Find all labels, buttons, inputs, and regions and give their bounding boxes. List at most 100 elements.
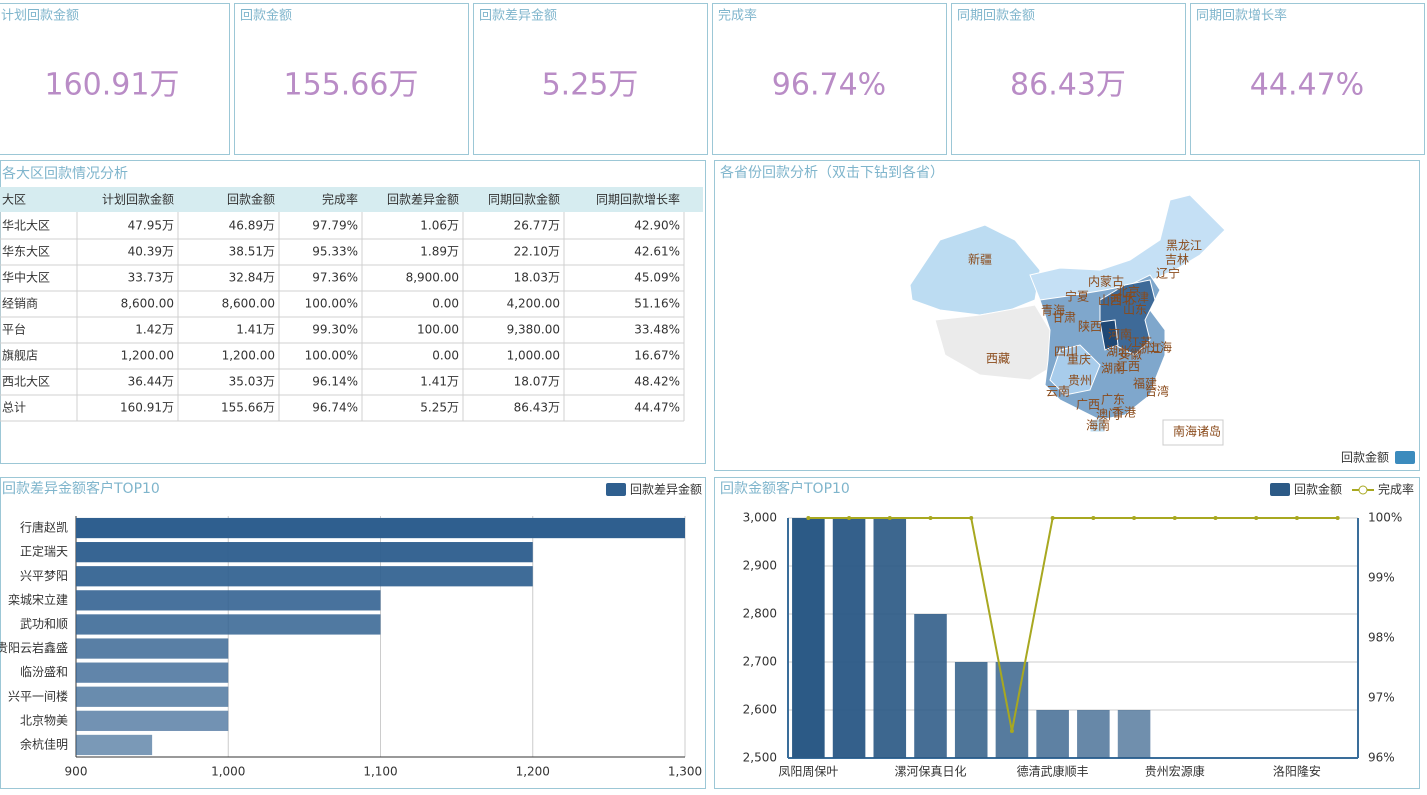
bar (76, 686, 229, 707)
kpi-title: 回款金额 (240, 8, 292, 24)
bar (76, 710, 229, 731)
table-header: 同期回款增长率 (596, 192, 680, 207)
bar (76, 734, 153, 756)
table-header: 计划回款金额 (102, 192, 174, 207)
table-cell: 33.73万 (128, 271, 174, 285)
province-label: 香港 (1112, 406, 1136, 420)
table-cell: 0.00 (432, 349, 459, 363)
line (808, 517, 1338, 732)
table-cell: 8,600.00 (121, 297, 174, 311)
table-cell: 99.30% (312, 323, 358, 337)
table-header-bg (0, 187, 703, 212)
province-label: 辽宁 (1156, 266, 1180, 281)
y2-tick-label: 99% (1368, 571, 1395, 585)
province-label: 澳门 (1096, 407, 1120, 422)
province-label: 山西 (1098, 294, 1122, 308)
table-cell: 1.41万 (236, 323, 275, 337)
table-cell: 经销商 (2, 296, 38, 311)
point (847, 516, 852, 520)
y2-tick-label: 98% (1368, 631, 1395, 645)
x-tick-label: 德清武康顺丰 (1017, 764, 1089, 779)
table-cell: 42.61% (634, 245, 680, 259)
province-label: 山东 (1123, 303, 1147, 317)
table-cell: 97.79% (312, 219, 358, 233)
china-map (909, 194, 1226, 446)
content: 计划回款金额160.91万回款金额155.66万回款差异金额5.25万完成率96… (0, 3, 1425, 779)
table-cell: 155.66万 (221, 401, 275, 415)
point (806, 516, 811, 520)
province-label: 湖南 (1101, 361, 1125, 376)
map-region (909, 224, 1041, 316)
province-label: 北京 (1116, 285, 1140, 299)
map-legend-label: 回款金额 (1341, 450, 1389, 465)
y2-tick-label: 97% (1368, 691, 1395, 705)
x-tick-label: 1,200 (516, 765, 550, 779)
table-cell: 36.44万 (128, 375, 174, 389)
legend-label: 回款差异金额 (630, 482, 702, 497)
province-label: 江苏 (1128, 336, 1152, 350)
kpi-card (473, 3, 708, 155)
y-tick-label: 兴平梦阳 (20, 569, 68, 583)
point (1213, 516, 1218, 520)
bar (76, 517, 685, 539)
legend-swatch (606, 483, 626, 496)
table-cell: 33.48% (634, 323, 680, 337)
kpi-title: 计划回款金额 (1, 8, 79, 24)
point (969, 516, 974, 520)
bar (76, 566, 533, 587)
table-cell: 100.00 (417, 323, 459, 337)
bar (1117, 710, 1151, 758)
y-tick-label: 2,700 (743, 655, 777, 669)
kpi-title: 回款差异金额 (479, 8, 557, 24)
y-tick-label: 2,600 (743, 703, 777, 717)
x-tick-label: 1,100 (363, 765, 397, 779)
table-cell: 26.77万 (514, 219, 560, 233)
point (1254, 516, 1259, 520)
table-cell: 35.03万 (229, 375, 275, 389)
table-cell: 100.00% (305, 349, 358, 363)
y-tick-label: 2,500 (743, 751, 777, 765)
legend-marker (1358, 485, 1368, 495)
map-legend-swatch (1395, 451, 1415, 464)
table-cell: 华东大区 (2, 245, 50, 259)
legend-label: 回款金额 (1294, 482, 1342, 497)
point (1091, 516, 1096, 520)
bar (76, 590, 381, 611)
province-label: 吉林 (1165, 253, 1189, 267)
table-cell: 华北大区 (2, 219, 50, 233)
table-cell: 1.41万 (420, 375, 459, 389)
table-header: 回款差异金额 (387, 192, 459, 207)
bar (873, 518, 907, 758)
point (1132, 516, 1137, 520)
table-cell: 96.14% (312, 375, 358, 389)
map-region (1049, 344, 1101, 396)
x-tick-label: 1,000 (211, 765, 245, 779)
table-cell: 160.91万 (120, 401, 174, 415)
province-label: 江西 (1116, 360, 1140, 374)
province-label: 河北 (1110, 293, 1134, 307)
bar (76, 614, 381, 635)
table-cell: 华中大区 (2, 270, 50, 285)
y2-tick-label: 100% (1368, 511, 1402, 525)
table-cell: 5.25万 (420, 401, 459, 415)
province-label: 宁夏 (1065, 289, 1089, 304)
kpi-value: 44.47% (1250, 68, 1364, 103)
province-label: 重庆 (1067, 353, 1091, 367)
province-label: 海南 (1086, 418, 1110, 433)
province-label: 台湾 (1145, 384, 1169, 399)
chart-title: 回款金额客户TOP10 (720, 480, 850, 497)
table-cell: 18.03万 (514, 271, 560, 285)
province-label: 陕西 (1078, 319, 1102, 334)
table-cell: 100.00% (305, 297, 358, 311)
table-cell: 40.39万 (128, 245, 174, 259)
table-header: 大区 (2, 193, 26, 207)
table-cell: 1,200.00 (222, 349, 275, 363)
table-cell: 97.36% (312, 271, 358, 285)
table-cell: 47.95万 (128, 219, 174, 233)
kpi-title: 同期回款增长率 (1196, 8, 1287, 24)
table-cell: 95.33% (312, 245, 358, 259)
province-label: 云南 (1046, 384, 1070, 399)
table-title: 各大区回款情况分析 (2, 166, 128, 182)
table-cell: 1.42万 (135, 323, 174, 337)
